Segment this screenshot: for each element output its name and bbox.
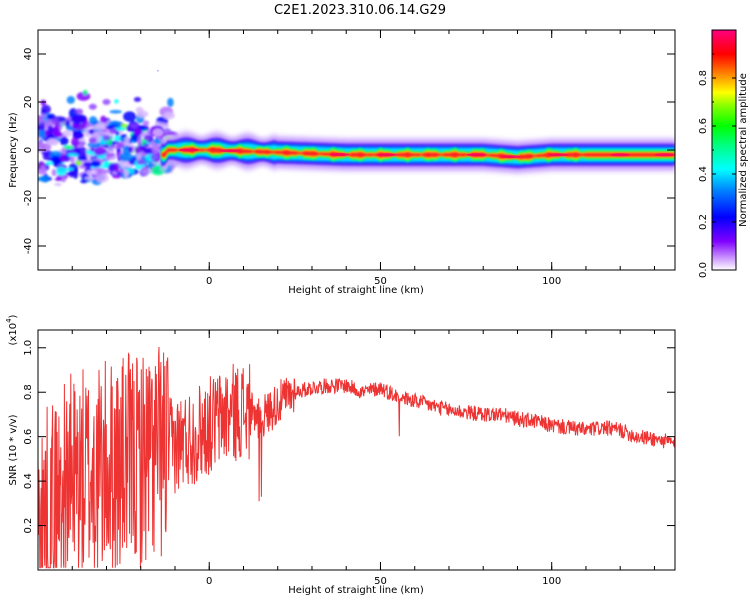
snr-y-tick-label: 0.4 [23,473,34,489]
spectrogram-panel: 0 50 100 -40 -20 0 20 40 Height of straight lin… [8,29,676,296]
spectrogram-y-tick-label: 40 [23,48,34,61]
colorbar-tick-label: 0.4 [698,166,709,182]
colorbar-label: Normalized spectral amplitude [738,73,749,227]
spectrogram-image [38,70,675,187]
snr-y-tick-label: 0.6 [23,429,34,445]
svg-text:(x104): (x104) [5,314,19,345]
spectrogram-y-tick-label: 0 [23,147,34,153]
snr-x-tick-label: 0 [206,576,212,587]
snr-y-multiplier-base: (x10 [8,323,19,346]
colorbar-tick-label: 0.0 [698,262,709,278]
colorbar-ticks: 0.0 0.2 0.4 0.6 0.8 [698,53,736,278]
snr-y-axis-label: SNR (10 * v/v) [8,414,19,485]
spectrogram-ticks: 0 50 100 -40 -20 0 20 40 [23,30,675,287]
snr-ticks: 0 50 100 0.2 0.4 0.6 0.8 1.0 [23,330,675,587]
snr-x-tick-label: 50 [374,576,387,587]
colorbar-tick-label: 0.8 [698,70,709,86]
snr-y-tick-label: 0.8 [23,384,34,400]
spectrogram-y-tick-label: -40 [23,238,34,254]
spectrogram-x-tick-label: 50 [374,276,387,287]
snr-y-multiplier-exponent: 4 [5,318,13,323]
spectrogram-x-tick-label: 0 [206,276,212,287]
colorbar: 0.0 0.2 0.4 0.6 0.8 Normalized spectral ampl… [698,29,749,278]
snr-x-tick-label: 100 [542,576,561,587]
spectrogram-frame [37,29,676,271]
figure-title: C2E1.2023.310.06.14.G29 [274,3,446,18]
colorbar-tick-label: 0.2 [698,214,709,230]
colorbar-tick-label: 0.6 [698,118,709,134]
spectrogram-y-axis-label: Frequency (Hz) [8,112,19,188]
spectrogram-x-tick-label: 100 [542,276,561,287]
colorbar-gradient [711,29,737,271]
snr-y-multiplier: (x104) [5,314,19,345]
snr-y-tick-label: 0.2 [23,518,34,534]
snr-panel: 0 50 100 0.2 0.4 0.6 0.8 1.0 Height of straight… [5,314,676,596]
spectrogram-y-tick-label: 20 [23,96,34,109]
snr-y-tick-label: 1.0 [23,340,34,356]
snr-series-line [38,346,675,569]
spectrogram-y-tick-label: -20 [23,190,34,206]
snr-x-axis-label: Height of straight line (km) [288,585,424,596]
snr-y-multiplier-close: ) [8,314,19,318]
spectrogram-x-axis-label: Height of straight line (km) [288,285,424,296]
snr-frame [37,329,676,571]
